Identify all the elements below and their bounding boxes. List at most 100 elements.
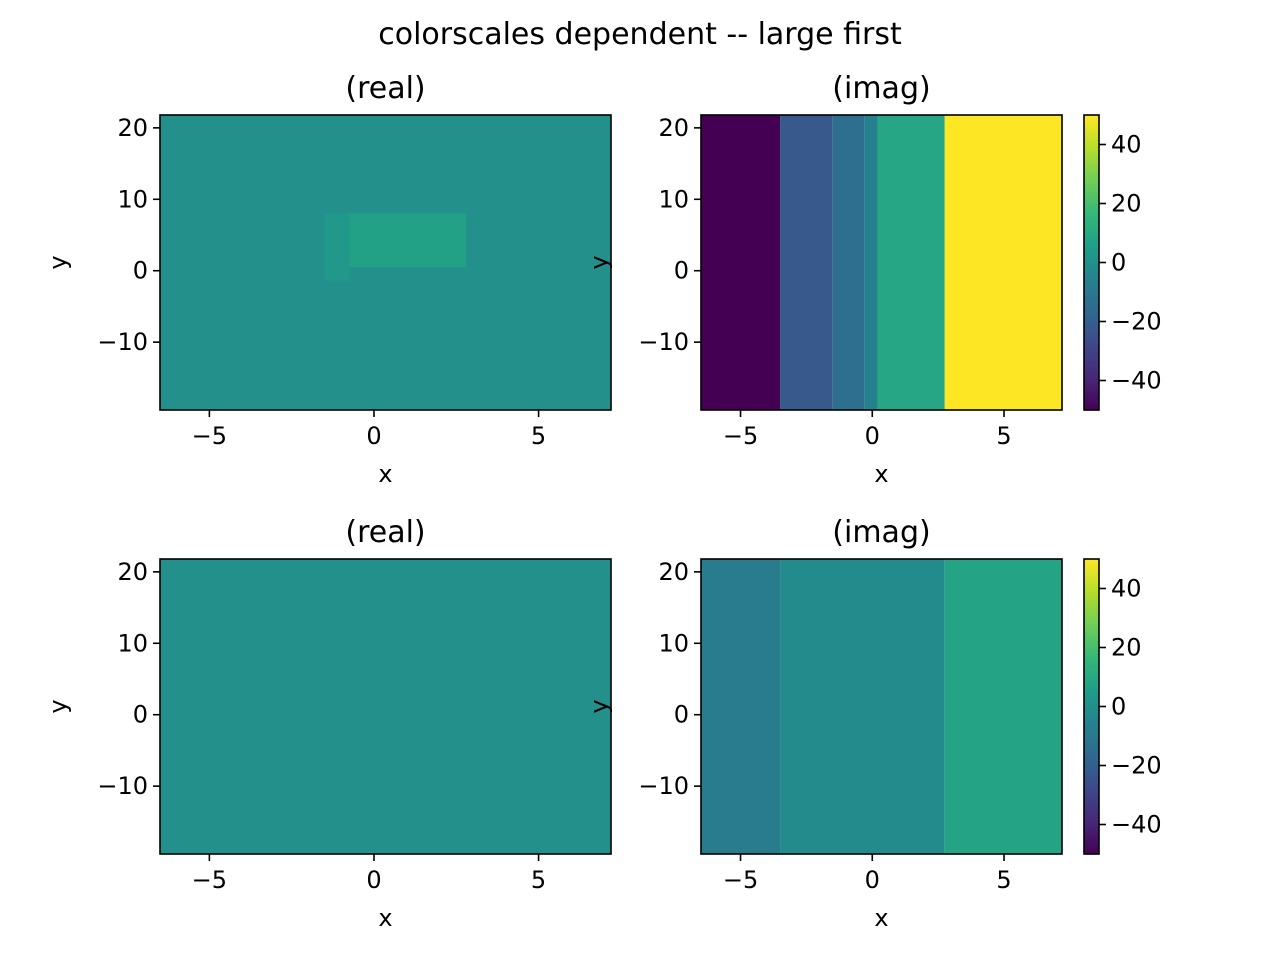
colorbar-segment [1084,144,1099,148]
axes-frame [700,558,1063,855]
colorbar-segment [1084,181,1099,185]
colorbar-segment [1084,289,1099,293]
colorbar-segment [1084,600,1099,604]
colorbar-segment [1084,274,1099,278]
colorbar-segment [1084,836,1099,840]
y-tick-label: 0 [674,257,689,285]
colorbar-segment [1084,718,1099,722]
colorbar-segment [1084,267,1099,271]
colorbar-segment [1084,849,1099,853]
colorbar-segment [1084,841,1099,845]
x-tick-label: −5 [723,866,758,894]
colorbar-segment [1084,284,1099,288]
colorbar-segment [1084,654,1099,658]
colorbar-segment [1084,306,1099,310]
colorbar-segment [1084,309,1099,313]
x-axis-label: x [378,460,392,488]
colorbar-segment [1084,578,1099,582]
colorbar-segment [1084,704,1099,708]
colorbar-segment [1084,169,1099,173]
colorbar-segment [1084,137,1099,141]
colorbar-segment [1084,196,1099,200]
colorbar-segment [1084,738,1099,742]
colorbar-segment [1084,799,1099,803]
colorbar-segment [1084,252,1099,256]
heatmap-cell [324,213,350,282]
colorbar-segment [1084,220,1099,224]
colorbar-segment [1084,812,1099,816]
colorbar-segment [1084,346,1099,350]
colorbar-segment [1084,699,1099,703]
colorbar-segment [1084,804,1099,808]
colorbar-segment [1084,780,1099,784]
y-tick-label: 20 [658,558,689,586]
colorbar-segment [1084,164,1099,168]
y-tick-label: −10 [97,772,148,800]
colorbar-segment [1084,728,1099,732]
colorbar-segment [1084,321,1099,325]
colorbar-segment [1084,711,1099,715]
colorbar-segment [1084,568,1099,572]
colorbar-segment [1084,664,1099,668]
heatmap-cell [832,115,865,410]
axes-frame [159,114,612,411]
colorbar-segment [1084,809,1099,813]
colorbar-segment [1084,387,1099,391]
y-tick-label: 10 [117,185,148,213]
colorbar-segment [1084,571,1099,575]
colorbar-segment [1084,669,1099,673]
x-tick-label: 5 [531,422,546,450]
colorbar-segment [1084,257,1099,261]
colorbar-segment [1084,186,1099,190]
colorbar-segment [1084,328,1099,332]
colorbar-segment [1084,684,1099,688]
colorbar-segment [1084,208,1099,212]
colorbar-segment [1084,561,1099,565]
colorbar-segment [1084,817,1099,821]
colorbar-segment [1084,269,1099,273]
colorbar-segment [1084,407,1099,411]
colorbar-segment [1084,652,1099,656]
y-tick-label: 10 [658,629,689,657]
colorbar-segment [1084,365,1099,369]
colorbar-segment [1084,343,1099,347]
colorbar-segment [1084,608,1099,612]
y-axis-label: y [585,699,613,713]
heatmap-background [160,559,611,854]
colorbar-segment [1084,402,1099,406]
heatmap-cell [877,115,945,410]
colorbar-segment [1084,622,1099,626]
colorbar-segment [1084,262,1099,266]
colorbar-segment [1084,331,1099,335]
colorbar-segment [1084,814,1099,818]
colorbar-segment [1084,223,1099,227]
colorbar-segment [1084,691,1099,695]
x-tick-label: 0 [865,866,880,894]
colorbar-tick-label: 20 [1111,634,1142,662]
colorbar-segment [1084,758,1099,762]
colorbar-tick-label: −20 [1111,308,1162,336]
colorbar-segment [1084,785,1099,789]
y-tick-label: −10 [638,772,689,800]
colorbar-segment [1084,846,1099,850]
axes-frame [700,114,1063,411]
colorbar-segment [1084,731,1099,735]
colorbar-segment [1084,723,1099,727]
colorbar-segment [1084,139,1099,143]
colorbar-segment [1084,382,1099,387]
subplot-bottom-right: −5 0 5 −10 0 10 20 (imag) x y −40 −20 0 20 40 [585,515,1162,932]
colorbar-segment [1084,645,1099,649]
colorbar-segment [1084,316,1099,320]
colorbar-tick-label: 0 [1111,249,1126,277]
colorbar-segment [1084,834,1099,838]
y-tick-label: −10 [638,328,689,356]
colorbar-segment [1084,132,1099,136]
colorbar-segment [1084,790,1099,794]
axes-frame [159,558,612,855]
colorbar-segment [1084,598,1099,602]
colorbar-segment [1084,802,1099,806]
heatmap-cell [944,115,1062,410]
axes-title: (imag) [832,515,930,550]
colorbar-segment [1084,649,1099,654]
heatmap-cell [349,213,467,268]
